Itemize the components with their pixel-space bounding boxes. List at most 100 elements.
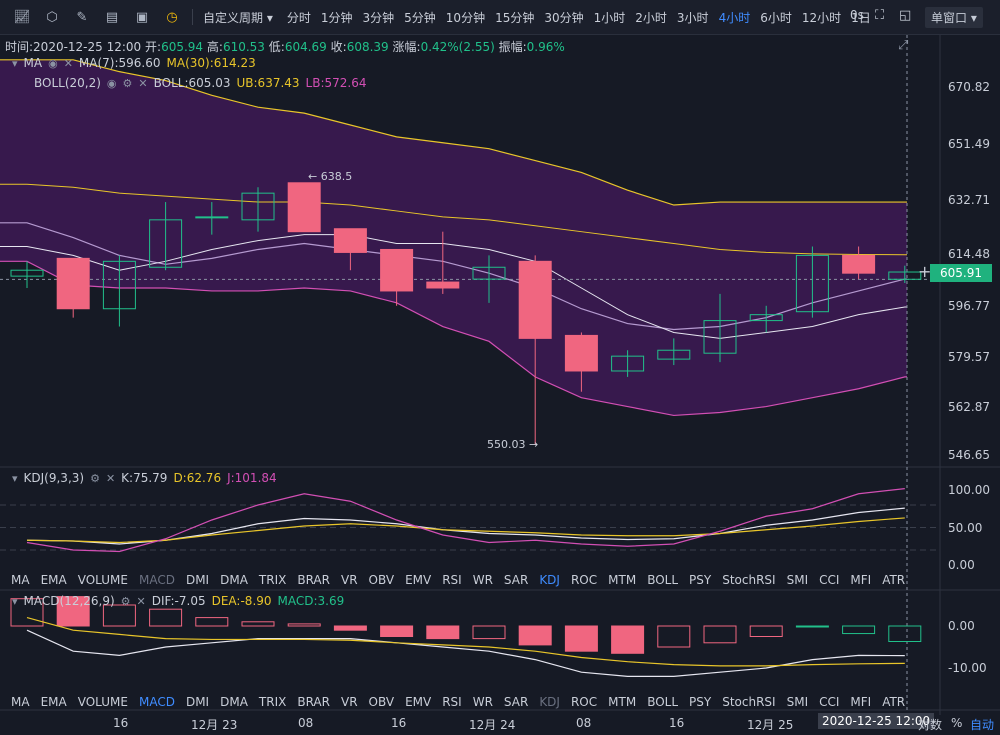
indicator-ema[interactable]: EMA (40, 695, 67, 709)
indicator-mfi[interactable]: MFI (850, 695, 872, 709)
main-chart[interactable] (0, 35, 1000, 715)
indicator-stochrsi[interactable]: StochRSI (722, 573, 776, 587)
indicator-sar[interactable]: SAR (503, 573, 529, 587)
settings-icon[interactable]: ⬡ (46, 9, 58, 25)
countdown-text: 0s (850, 8, 864, 22)
period-0[interactable]: 分时 (286, 10, 311, 25)
camera-icon[interactable]: ▣ (135, 9, 149, 25)
eye-icon[interactable]: ◉ (106, 76, 117, 90)
close-icon[interactable]: ✕ (136, 594, 146, 608)
axis-label: 632.71 (948, 192, 990, 207)
period-9[interactable]: 3小时 (676, 10, 709, 25)
indicator-volume[interactable]: VOLUME (77, 695, 128, 709)
add-crosshair-icon[interactable]: + (918, 262, 932, 281)
indicator-obv[interactable]: OBV (368, 695, 395, 709)
settings-icon[interactable]: ⚙ (90, 471, 100, 485)
clock-icon[interactable]: ◷ (166, 9, 178, 25)
indicator-icon[interactable]: ▤ (105, 9, 119, 25)
custom-period-dropdown[interactable]: 自定义周期 ▾ (203, 10, 273, 25)
fullscreen-icon[interactable]: ⛶ (875, 8, 885, 23)
indicator-atr[interactable]: ATR (882, 695, 906, 709)
indicator-vr[interactable]: VR (340, 695, 358, 709)
indicator-mtm[interactable]: MTM (608, 695, 637, 709)
indicator-sar[interactable]: SAR (503, 695, 529, 709)
settings-icon[interactable]: ⚙ (122, 76, 133, 90)
indicator-obv[interactable]: OBV (368, 573, 395, 587)
period-4[interactable]: 10分钟 (445, 10, 486, 25)
period-8[interactable]: 2小时 (635, 10, 667, 25)
boll-band-fill (0, 59, 907, 416)
indicator-smi[interactable]: SMI (786, 573, 809, 587)
period-2[interactable]: 3分钟 (362, 10, 395, 25)
indicator-kdj[interactable]: KDJ (539, 573, 560, 587)
chart-type-icon[interactable]: 📈︎ (13, 9, 31, 25)
indicator-ma[interactable]: MA (11, 695, 30, 709)
indicator-mfi[interactable]: MFI (850, 573, 872, 587)
indicator-smi[interactable]: SMI (786, 695, 809, 709)
indicator-dmi[interactable]: DMI (185, 573, 210, 587)
period-7[interactable]: 1小时 (593, 10, 626, 25)
indicator-ema[interactable]: EMA (40, 573, 67, 587)
indicator-emv[interactable]: EMV (405, 573, 432, 587)
indicator-cci[interactable]: CCI (819, 695, 840, 709)
indicator-roc[interactable]: ROC (570, 573, 598, 587)
kdj-legend: ▾ KDJ(9,3,3) ⚙ ✕ K:75.79 D:62.76 J:101.8… (12, 471, 277, 485)
period-12[interactable]: 12小时 (801, 10, 842, 25)
indicator-atr[interactable]: ATR (882, 573, 906, 587)
expand-icon[interactable]: ◱ (899, 8, 912, 23)
indicator-psy[interactable]: PSY (689, 695, 712, 709)
draw-tool-icon[interactable]: ✎ (76, 9, 88, 25)
axis-label: 50.00 (948, 520, 983, 535)
axis-label: 596.77 (948, 299, 990, 314)
indicator-macd[interactable]: MACD (138, 573, 175, 587)
period-11[interactable]: 6小时 (760, 10, 792, 25)
indicator-trix[interactable]: TRIX (258, 695, 287, 709)
boll-mid-line (0, 222, 907, 331)
collapse-icon[interactable]: ▾ (12, 594, 18, 608)
settings-icon[interactable]: ⚙ (120, 594, 131, 608)
zoom-fit-icon[interactable]: ⤢ (898, 38, 909, 53)
indicator-cci[interactable]: CCI (819, 573, 840, 587)
indicator-psy[interactable]: PSY (689, 573, 712, 587)
indicator-volume[interactable]: VOLUME (77, 573, 128, 587)
percent-scale-toggle[interactable]: % (951, 716, 963, 730)
indicator-dmi[interactable]: DMI (185, 695, 210, 709)
indicator-brar[interactable]: BRAR (297, 695, 330, 709)
indicator-roc[interactable]: ROC (570, 695, 598, 709)
indicator-emv[interactable]: EMV (405, 695, 432, 709)
indicator-trix[interactable]: TRIX (258, 573, 287, 587)
indicator-boll[interactable]: BOLL (647, 695, 679, 709)
collapse-icon[interactable]: ▾ (12, 471, 18, 485)
indicator-ma[interactable]: MA (11, 573, 30, 587)
period-13[interactable]: 1日 (851, 10, 871, 25)
close-icon[interactable]: ✕ (138, 76, 148, 90)
boll-ub-line (0, 59, 907, 206)
indicator-macd[interactable]: MACD (138, 695, 175, 709)
period-6[interactable]: 30分钟 (544, 10, 584, 25)
eye-icon[interactable]: ◉ (48, 56, 58, 70)
period-5[interactable]: 15分钟 (495, 10, 535, 25)
log-scale-toggle[interactable]: 对数 (918, 718, 943, 732)
indicator-stochrsi[interactable]: StochRSI (722, 695, 776, 709)
indicator-rsi[interactable]: RSI (442, 573, 462, 587)
indicator-mtm[interactable]: MTM (608, 573, 637, 587)
indicator-dma[interactable]: DMA (220, 695, 248, 709)
period-1[interactable]: 1分钟 (320, 10, 353, 25)
indicator-dma[interactable]: DMA (220, 573, 248, 587)
indicator-vr[interactable]: VR (340, 573, 358, 587)
window-mode-dropdown[interactable]: 单窗口 ▾ (925, 7, 983, 28)
indicator-boll[interactable]: BOLL (647, 573, 679, 587)
period-10[interactable]: 4小时 (718, 10, 751, 25)
candle-body (657, 349, 691, 360)
indicator-rsi[interactable]: RSI (442, 695, 462, 709)
indicator-wr[interactable]: WR (472, 573, 493, 587)
indicator-wr[interactable]: WR (472, 695, 493, 709)
close-icon[interactable]: ✕ (105, 471, 116, 485)
close-icon[interactable]: ✕ (63, 56, 73, 70)
auto-scale-toggle[interactable]: 自动 (970, 718, 995, 732)
indicator-brar[interactable]: BRAR (297, 573, 330, 587)
collapse-icon[interactable]: ▾ (12, 56, 18, 70)
axis-label: 0.00 (948, 558, 975, 572)
indicator-kdj[interactable]: KDJ (539, 695, 560, 709)
period-3[interactable]: 5分钟 (404, 10, 436, 25)
